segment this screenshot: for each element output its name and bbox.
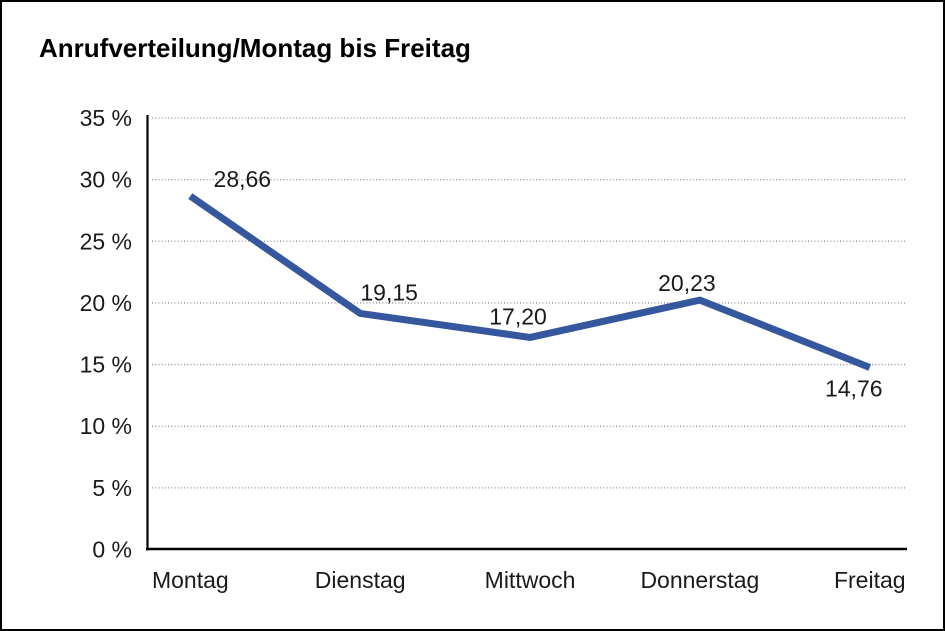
- series-group: [188, 193, 872, 371]
- y-tick-labels-group: 35 % 30 % 25 % 20 % 15 % 10 % 5 % 0 %: [80, 105, 132, 563]
- data-point-label: 17,20: [489, 303, 547, 329]
- data-point-label: 20,23: [658, 270, 716, 296]
- x-category-label: Dienstag: [315, 567, 406, 593]
- y-tick-label: 10 %: [80, 413, 132, 439]
- y-tick-label: 5 %: [92, 475, 132, 501]
- x-category-label: Mittwoch: [485, 567, 576, 593]
- y-tick-label: 30 %: [80, 167, 132, 193]
- data-point-labels-group: 28,66 19,15 17,20 20,23 14,76: [214, 166, 883, 401]
- chart-title: Anrufverteilung/Montag bis Freitag: [39, 33, 471, 63]
- data-point-label: 28,66: [214, 166, 272, 192]
- data-point-label: 19,15: [360, 279, 418, 305]
- y-tick-label: 20 %: [80, 290, 132, 316]
- x-category-labels-group: Montag Dienstag Mittwoch Donnerstag Freitag: [152, 567, 906, 593]
- x-category-label: Montag: [152, 567, 229, 593]
- axes-group: [146, 115, 907, 551]
- data-line: [188, 193, 872, 371]
- y-tick-label: 35 %: [80, 105, 132, 131]
- x-category-label: Donnerstag: [640, 567, 759, 593]
- y-tick-label: 25 %: [80, 228, 132, 254]
- y-tick-label: 0 %: [92, 537, 132, 563]
- y-tick-label: 15 %: [80, 352, 132, 378]
- x-category-label: Freitag: [834, 567, 906, 593]
- data-point-label: 14,76: [825, 376, 883, 402]
